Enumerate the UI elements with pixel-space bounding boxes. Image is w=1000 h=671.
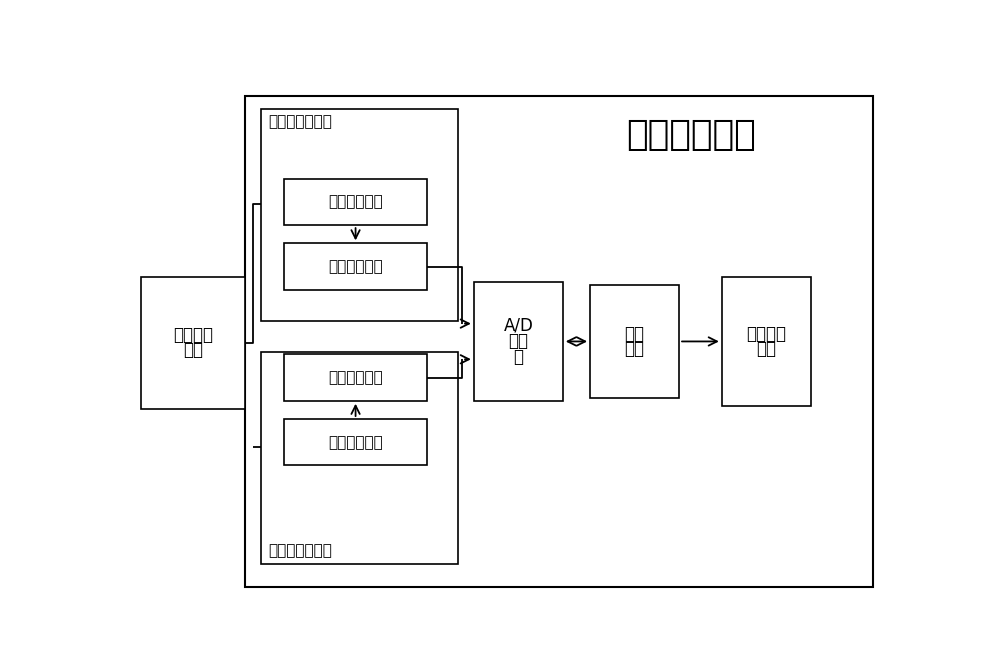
Text: 采样保持电路: 采样保持电路 (328, 259, 383, 274)
Bar (722, 277, 811, 406)
Bar (284, 178, 427, 225)
Text: 模块: 模块 (756, 340, 776, 358)
Text: 控制: 控制 (625, 325, 645, 343)
Bar (245, 96, 873, 587)
Bar (284, 244, 427, 290)
Text: 转换: 转换 (508, 332, 528, 350)
Text: 模块: 模块 (625, 340, 645, 358)
Bar (474, 282, 563, 401)
Text: 信号采集装置: 信号采集装置 (626, 118, 756, 152)
Bar (140, 277, 245, 409)
Text: 装置: 装置 (183, 342, 203, 360)
Bar (590, 285, 679, 399)
Text: 经颅多普勒模块: 经颅多普勒模块 (268, 114, 332, 130)
Bar (284, 354, 427, 401)
Text: 器: 器 (513, 348, 523, 366)
Bar (261, 109, 458, 321)
Text: 固定探头: 固定探头 (173, 326, 213, 344)
Bar (261, 352, 458, 564)
Text: A/D: A/D (503, 317, 533, 335)
Text: 采样保持电路: 采样保持电路 (328, 370, 383, 385)
Text: 经颅多普勒模块: 经颅多普勒模块 (268, 544, 332, 558)
Bar (284, 419, 427, 466)
Text: 通讯接口: 通讯接口 (746, 325, 786, 343)
Text: 信号采集通路: 信号采集通路 (328, 195, 383, 209)
Text: 信号采集通路: 信号采集通路 (328, 435, 383, 450)
